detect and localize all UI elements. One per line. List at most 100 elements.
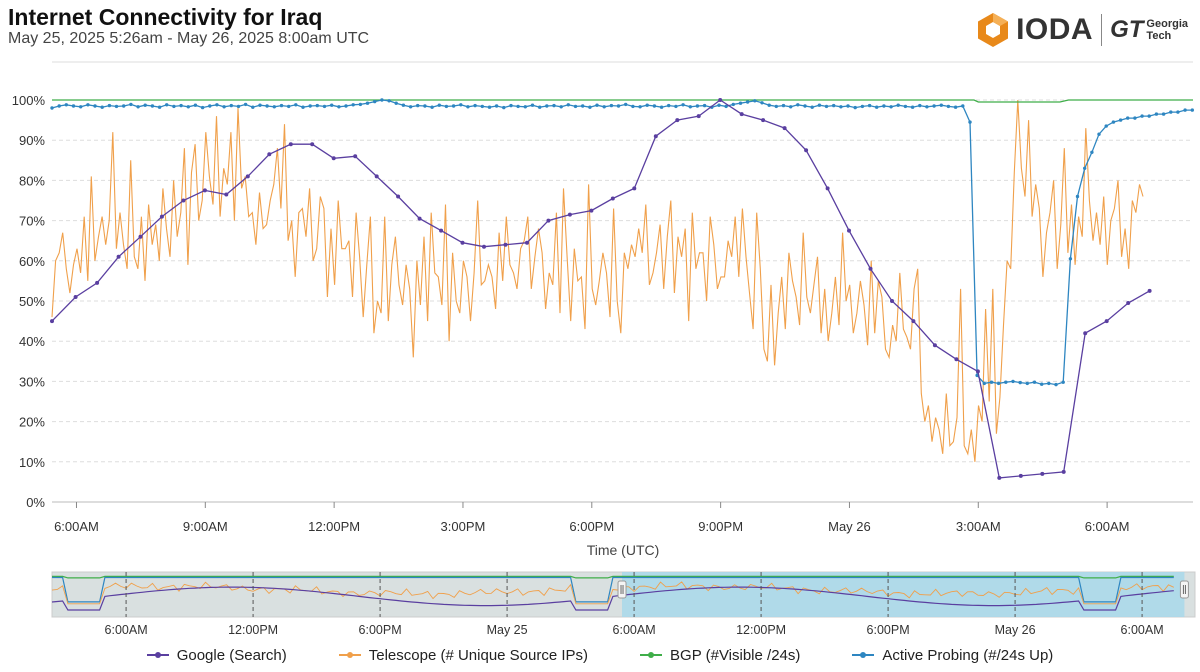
navigator-series-probing <box>52 576 1174 603</box>
legend-swatch-telescope <box>338 652 361 658</box>
data-point-probing <box>408 105 413 109</box>
data-point-probing <box>824 104 829 109</box>
data-point-probing <box>265 104 269 108</box>
data-point-probing <box>1032 380 1037 384</box>
y-tick-label: 50% <box>19 294 45 309</box>
data-point-google <box>954 357 959 362</box>
data-point-google <box>782 126 787 131</box>
navigator-tick-label: 12:00PM <box>736 623 786 637</box>
x-tick-label: 3:00PM <box>441 519 486 534</box>
legend-item-telescope[interactable]: Telescope (# Unique Source IPs) <box>338 647 588 664</box>
data-point-google <box>1126 301 1131 305</box>
data-point-google <box>245 174 250 179</box>
hexagon-cube-icon <box>978 13 1009 47</box>
data-point-probing <box>545 104 549 108</box>
data-point-probing <box>208 104 212 108</box>
data-point-probing <box>502 105 506 110</box>
data-point-google <box>288 142 293 147</box>
data-point-probing <box>796 103 800 107</box>
data-point-google <box>1147 288 1152 293</box>
data-point-google <box>353 154 358 159</box>
data-point-probing <box>932 104 936 108</box>
data-point-probing <box>308 104 312 108</box>
data-point-google <box>546 218 551 223</box>
data-point-probing <box>380 98 384 102</box>
data-point-probing <box>1075 194 1080 199</box>
handle-grip <box>1179 580 1189 599</box>
data-point-probing <box>401 103 406 107</box>
data-point-probing <box>1111 120 1116 124</box>
data-point-probing <box>236 104 241 109</box>
data-point-probing <box>731 102 735 107</box>
legend-item-bgp[interactable]: BGP (#Visible /24s) <box>640 647 800 664</box>
data-point-probing <box>1133 116 1137 120</box>
data-point-probing <box>1025 381 1030 386</box>
navigator-tick-label: May 25 <box>487 623 528 637</box>
data-point-probing <box>982 381 986 386</box>
y-tick-label: 80% <box>19 173 45 188</box>
data-point-probing <box>487 105 492 109</box>
data-point-probing <box>1047 381 1051 386</box>
data-point-google <box>997 475 1002 480</box>
data-point-probing <box>588 105 592 109</box>
data-point-google <box>804 148 809 153</box>
data-point-probing <box>659 105 664 109</box>
data-point-probing <box>1061 380 1065 384</box>
navigator-tick-label: 12:00PM <box>228 623 278 637</box>
data-point-probing <box>322 104 327 109</box>
data-point-probing <box>186 105 190 109</box>
data-point-probing <box>882 104 886 108</box>
series-probing[interactable] <box>50 98 1195 387</box>
data-point-probing <box>789 105 793 109</box>
x-axis-title: Time (UTC) <box>587 542 660 558</box>
data-point-probing <box>566 103 570 107</box>
y-tick-label: 90% <box>19 133 45 148</box>
data-point-probing <box>222 105 226 109</box>
main-series[interactable] <box>50 98 1195 480</box>
navigator-tick-label: May 26 <box>995 623 1036 637</box>
series-google[interactable] <box>50 98 1152 480</box>
navigator-right-handle[interactable] <box>1179 580 1189 599</box>
navigator-tick-label: 6:00PM <box>359 623 402 637</box>
data-point-probing <box>1004 380 1008 384</box>
logo-divider <box>1101 14 1103 46</box>
data-point-probing <box>939 103 943 107</box>
legend-item-probing[interactable]: Active Probing (#/24s Up) <box>852 647 1053 664</box>
data-point-probing <box>645 103 649 107</box>
handle-grip <box>617 580 627 599</box>
data-point-google <box>890 299 894 303</box>
data-point-probing <box>918 103 922 108</box>
data-point-probing <box>365 101 370 105</box>
georgia-tech-line2: Tech <box>1146 30 1172 42</box>
navigator[interactable]: 6:00AM 12:00PM 6:00PM May 25 6:00AM 12:00PM 6:… <box>51 571 1196 637</box>
georgia-tech-mark: GT <box>1110 16 1144 43</box>
navigator-left-handle[interactable] <box>617 580 627 599</box>
series-bgp[interactable] <box>52 99 1193 103</box>
data-point-google <box>1104 319 1109 324</box>
data-point-probing <box>1118 118 1123 122</box>
y-axis: 0% 10% 20% 30% 40% 50% 60% 70% 80% 90% 100% <box>12 93 46 510</box>
data-point-google <box>1018 473 1023 478</box>
data-point-probing <box>387 99 391 103</box>
data-point-probing <box>681 103 685 107</box>
data-point-google <box>589 208 594 213</box>
x-tick-label: 9:00PM <box>698 519 743 534</box>
data-point-google <box>159 214 164 219</box>
chart-legend: Google (Search) Telescope (# Unique Sour… <box>0 640 1200 670</box>
data-point-probing <box>50 106 54 110</box>
series-telescope[interactable] <box>51 99 1144 462</box>
data-point-probing <box>1083 166 1087 170</box>
brand-logos: IODA GT Georgia Tech <box>976 10 1188 50</box>
data-point-probing <box>1068 257 1073 261</box>
georgia-tech-line1: Georgia <box>1146 18 1188 30</box>
data-point-probing <box>638 105 642 109</box>
legend-swatch-google <box>146 652 169 658</box>
data-point-probing <box>996 381 1001 386</box>
data-point-probing <box>114 104 119 109</box>
data-point-probing <box>494 104 499 108</box>
navigator-series-telescope <box>51 581 1174 605</box>
data-point-google <box>632 186 637 191</box>
legend-item-google[interactable]: Google (Search) <box>146 647 287 664</box>
data-point-google <box>847 228 851 233</box>
